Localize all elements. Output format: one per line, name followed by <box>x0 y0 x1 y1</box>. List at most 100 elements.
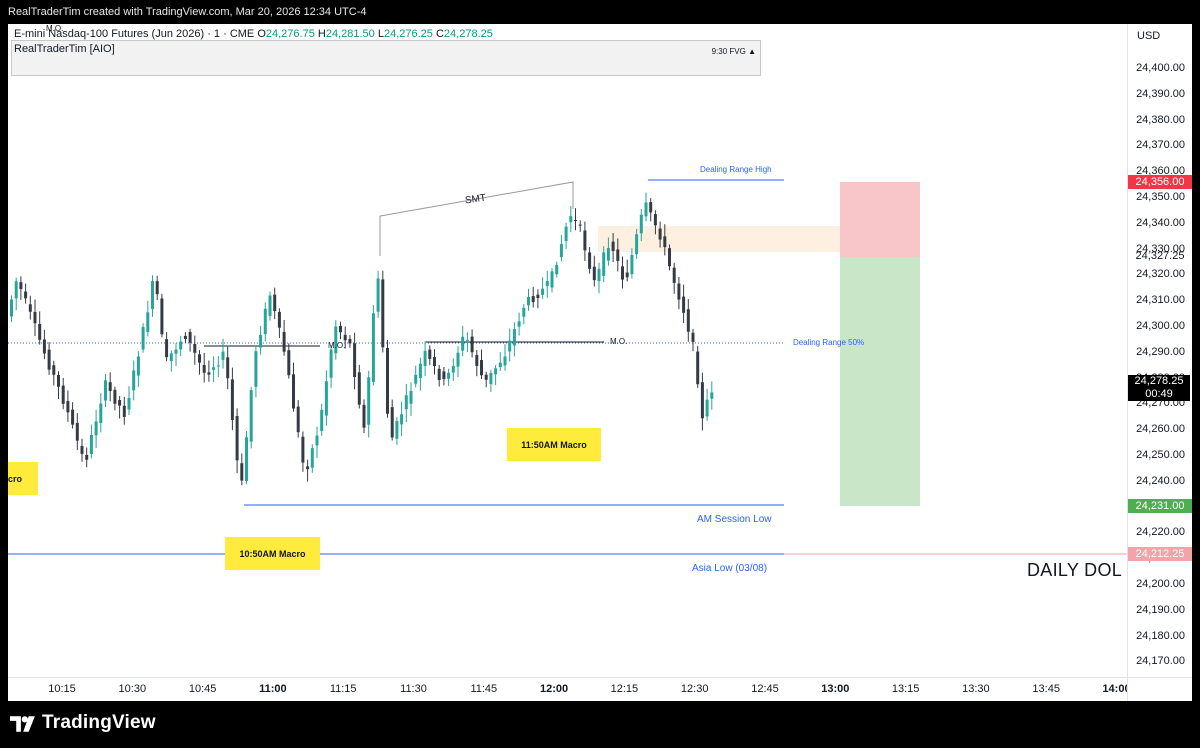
time-tick: 10:45 <box>188 683 217 695</box>
candle-body <box>409 391 413 404</box>
candle-body <box>489 373 493 385</box>
daily-dol-label: DAILY DOL <box>1027 560 1123 580</box>
candle-body <box>324 381 328 416</box>
candle-body <box>545 281 549 287</box>
candle-body <box>99 403 103 424</box>
indicator-name[interactable]: RealTraderTim [AIO] <box>14 43 115 55</box>
candle-body <box>522 307 526 317</box>
candle-body <box>710 392 714 399</box>
price-tick: 24,220.00 <box>1136 526 1185 539</box>
low-value: 24,276.25 <box>383 28 433 40</box>
indicator-prefix: M.O. <box>46 24 64 33</box>
am-session-low-label: AM Session Low <box>697 514 772 525</box>
candle-body <box>353 343 357 378</box>
candle-body <box>10 299 13 317</box>
price-tick: 24,310.00 <box>1136 294 1185 307</box>
candle-body <box>273 294 277 312</box>
price-axis[interactable]: USD 24,400.00 24,390.00 24,380.00 24,370.00… <box>1127 24 1193 677</box>
candle-body <box>484 374 488 380</box>
candle-body <box>343 334 347 341</box>
candle-body <box>89 434 93 455</box>
price-tick: 24,390.00 <box>1136 87 1185 100</box>
target-zone <box>840 257 920 506</box>
candle-body <box>442 371 446 380</box>
price-tick: 24,290.00 <box>1136 345 1185 358</box>
candle-body <box>113 389 117 404</box>
mo-label-2: M.O. <box>610 337 628 346</box>
time-tick: 12:30 <box>680 683 709 695</box>
time-axis[interactable]: 10:15 10:30 10:45 11:00 11:15 11:30 11:45 12:00… <box>8 677 1131 702</box>
dealing-range-high-label: Dealing Range High <box>700 165 772 174</box>
candle-body <box>183 335 187 340</box>
macro-1150-label: 11:50AM Macro <box>521 439 587 450</box>
symbol-name[interactable]: E-mini Nasdaq-100 Futures (Jun 2026) · 1… <box>14 28 255 40</box>
candle-body <box>564 226 568 241</box>
macro-1150-box: 11:50AM Macro <box>507 428 601 461</box>
candle-body <box>663 236 667 248</box>
stop-price-tag: 24,356.00 <box>1128 175 1192 189</box>
candle-body <box>118 400 122 406</box>
time-tick: 13:00 <box>821 683 850 695</box>
last-price-value: 24,278.25 <box>1134 375 1184 387</box>
candle-body <box>122 405 126 417</box>
price-chart[interactable] <box>8 24 1127 677</box>
candle-body <box>550 271 554 288</box>
price-tick: 24,340.00 <box>1136 216 1185 229</box>
time-tick: 11:30 <box>400 683 427 695</box>
candle-body <box>569 216 573 223</box>
indicator-panel: 9:30 FVG ▲ <box>11 40 761 76</box>
candle-body <box>658 228 662 240</box>
price-tick: 24,380.00 <box>1136 113 1185 126</box>
candle-body <box>329 349 333 378</box>
time-tick: 10:15 <box>48 683 76 695</box>
symbol-legend[interactable]: E-mini Nasdaq-100 Futures (Jun 2026) · 1… <box>14 28 493 40</box>
candle-body <box>583 230 587 251</box>
candle-body <box>33 311 37 324</box>
candle-body <box>404 395 408 410</box>
candle-body <box>19 282 23 290</box>
candle-body <box>104 380 107 401</box>
candle-body <box>588 252 592 269</box>
candle-body <box>277 311 281 328</box>
candle-body <box>249 390 253 442</box>
candle-body <box>578 224 582 226</box>
candle-body <box>635 234 639 255</box>
price-tick: 24,320.00 <box>1136 268 1185 281</box>
high-value: 24,281.50 <box>325 28 375 40</box>
candle-body <box>691 332 695 342</box>
candle-body <box>296 406 300 433</box>
candle-body <box>24 291 28 299</box>
time-tick: 11:00 <box>259 683 287 695</box>
price-tick: 24,400.00 <box>1136 62 1185 74</box>
time-tick: 14:00 <box>1102 683 1131 695</box>
low-label: L <box>377 28 384 40</box>
open-label: O <box>257 28 266 40</box>
candle-body <box>649 202 653 213</box>
candles-group <box>10 192 714 486</box>
candle-body <box>57 375 60 387</box>
candle-body <box>371 313 375 382</box>
candle-body <box>320 409 324 432</box>
candle-body <box>169 353 173 362</box>
chart-pane[interactable]: 9:30 FVG ▲ M.O. E-mini Nasdaq-100 Future… <box>8 24 1127 701</box>
candle-body <box>531 296 535 303</box>
candle-body <box>165 339 169 358</box>
candle-body <box>428 349 432 359</box>
candle-body <box>155 281 159 295</box>
price-tick: 24,250.00 <box>1136 449 1185 461</box>
candle-body <box>38 323 42 340</box>
candle-body <box>315 435 319 446</box>
candle-body <box>418 363 422 379</box>
time-tick: 13:45 <box>1032 683 1060 695</box>
candle-body <box>390 407 394 438</box>
candle-body <box>517 321 521 327</box>
candle-body <box>47 349 51 370</box>
candle-body <box>470 336 474 353</box>
macro-1050-label: 10:50AM Macro <box>239 548 306 559</box>
macro-partial-label: cro <box>8 473 23 484</box>
currency-label[interactable]: USD <box>1137 30 1161 42</box>
candle-body <box>301 436 305 463</box>
tradingview-logo-icon <box>10 716 35 732</box>
candle-body <box>339 325 342 333</box>
candle-body <box>621 266 624 280</box>
